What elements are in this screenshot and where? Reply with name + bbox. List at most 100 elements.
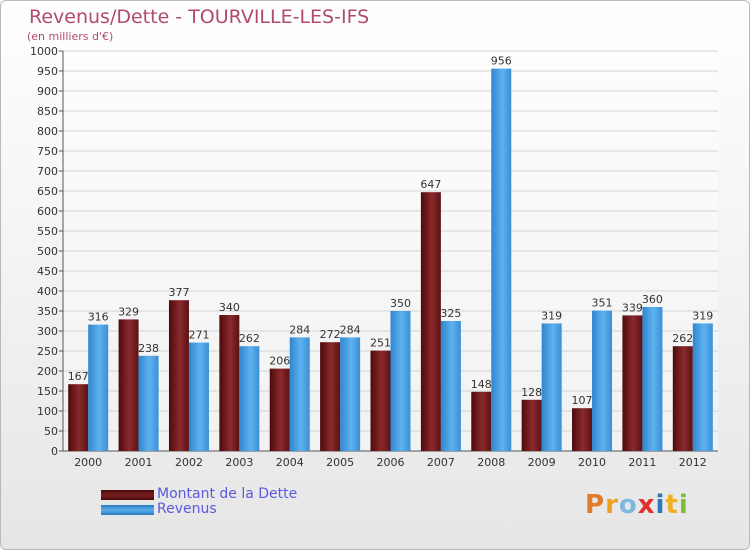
y-tick-label: 1000 — [30, 45, 58, 58]
bar-dette — [471, 391, 492, 451]
y-tick-label: 850 — [37, 105, 58, 118]
chart-subtitle: (en milliers d'€) — [27, 30, 114, 43]
value-label-dette: 339 — [622, 301, 643, 314]
x-tick-label: 2012 — [679, 456, 707, 469]
value-label-revenus: 325 — [440, 307, 461, 320]
y-tick-label: 700 — [37, 165, 58, 178]
value-label-revenus: 350 — [390, 297, 411, 310]
legend-swatch-dette — [101, 490, 154, 500]
value-label-dette: 377 — [168, 286, 189, 299]
logo-letter: r — [605, 490, 619, 520]
value-label-revenus: 316 — [88, 311, 109, 324]
y-tick-label: 450 — [37, 265, 58, 278]
x-tick-label: 2001 — [125, 456, 153, 469]
bar-dette — [672, 346, 693, 451]
logo-letter: x — [637, 490, 656, 520]
x-tick-label: 2006 — [377, 456, 405, 469]
bar-revenus — [541, 323, 562, 451]
value-label-dette: 128 — [521, 386, 542, 399]
y-tick-label: 500 — [37, 245, 58, 258]
value-label-revenus: 360 — [642, 293, 663, 306]
logo-letter: i — [678, 490, 689, 520]
value-label-revenus: 319 — [692, 309, 713, 322]
x-tick-label: 2004 — [276, 456, 304, 469]
value-label-dette: 206 — [269, 355, 290, 368]
y-tick-label: 400 — [37, 285, 58, 298]
value-label-dette: 272 — [320, 328, 341, 341]
bar-dette — [521, 399, 542, 451]
y-tick-label: 150 — [37, 385, 58, 398]
value-label-dette: 647 — [420, 178, 441, 191]
y-tick-label: 50 — [44, 425, 58, 438]
bar-revenus — [88, 324, 109, 451]
value-label-revenus: 319 — [541, 309, 562, 322]
bar-revenus — [138, 355, 159, 451]
value-label-dette: 107 — [572, 394, 593, 407]
bar-dette — [420, 192, 441, 451]
y-tick-label: 200 — [37, 365, 58, 378]
bar-revenus — [188, 342, 209, 451]
value-label-dette: 251 — [370, 337, 391, 350]
value-label-revenus: 351 — [592, 297, 613, 310]
value-label-dette: 167 — [68, 370, 89, 383]
y-tick-label: 800 — [37, 125, 58, 138]
bar-dette — [168, 300, 189, 451]
y-tick-label: 100 — [37, 405, 58, 418]
bar-revenus — [491, 68, 512, 451]
value-label-dette: 262 — [672, 332, 693, 345]
bar-dette — [269, 368, 290, 451]
bar-revenus — [340, 337, 361, 451]
x-tick-label: 2003 — [225, 456, 253, 469]
y-tick-label: 900 — [37, 85, 58, 98]
value-label-revenus: 271 — [188, 329, 209, 342]
x-tick-label: 2008 — [477, 456, 505, 469]
x-tick-label: 2010 — [578, 456, 606, 469]
bar-dette — [572, 408, 593, 451]
x-tick-label: 2007 — [427, 456, 455, 469]
bar-revenus — [239, 346, 260, 451]
logo-letter: o — [618, 490, 638, 520]
bar-dette — [370, 350, 391, 451]
value-label-dette: 340 — [219, 301, 240, 314]
y-tick-label: 600 — [37, 205, 58, 218]
y-tick-label: 650 — [37, 185, 58, 198]
y-tick-label: 0 — [51, 445, 58, 458]
value-label-dette: 329 — [118, 305, 139, 318]
chart-title: Revenus/Dette - TOURVILLE-LES-IFS — [29, 6, 370, 28]
x-tick-label: 2005 — [326, 456, 354, 469]
bar-revenus — [592, 310, 613, 451]
value-label-revenus: 956 — [491, 55, 512, 68]
legend-label-dette: Montant de la Dette — [157, 486, 298, 502]
legend-label-revenus: Revenus — [157, 501, 217, 517]
y-tick-label: 950 — [37, 65, 58, 78]
y-tick-label: 350 — [37, 305, 58, 318]
bar-revenus — [642, 307, 663, 451]
y-tick-label: 750 — [37, 145, 58, 158]
value-label-revenus: 284 — [340, 323, 361, 336]
bar-dette — [68, 384, 89, 451]
bar-dette — [219, 315, 240, 451]
x-tick-label: 2011 — [628, 456, 656, 469]
x-tick-label: 2000 — [74, 456, 102, 469]
x-tick-label: 2009 — [528, 456, 556, 469]
bar-revenus — [289, 337, 310, 451]
x-tick-label: 2002 — [175, 456, 203, 469]
bar-revenus — [692, 323, 713, 451]
value-label-revenus: 238 — [138, 342, 159, 355]
legend-swatch-revenus — [101, 505, 154, 515]
y-tick-label: 250 — [37, 345, 58, 358]
bar-dette — [622, 315, 643, 451]
value-label-dette: 148 — [471, 378, 492, 391]
y-tick-label: 550 — [37, 225, 58, 238]
logo-letter: i — [655, 490, 666, 520]
value-label-revenus: 262 — [239, 332, 260, 345]
proxiti-logo: Proxiti — [585, 490, 689, 520]
bar-dette — [320, 342, 341, 451]
logo-letter: t — [665, 490, 679, 520]
y-tick-label: 300 — [37, 325, 58, 338]
bar-revenus — [390, 311, 411, 451]
bar-revenus — [440, 321, 461, 451]
bar-dette — [118, 319, 139, 451]
